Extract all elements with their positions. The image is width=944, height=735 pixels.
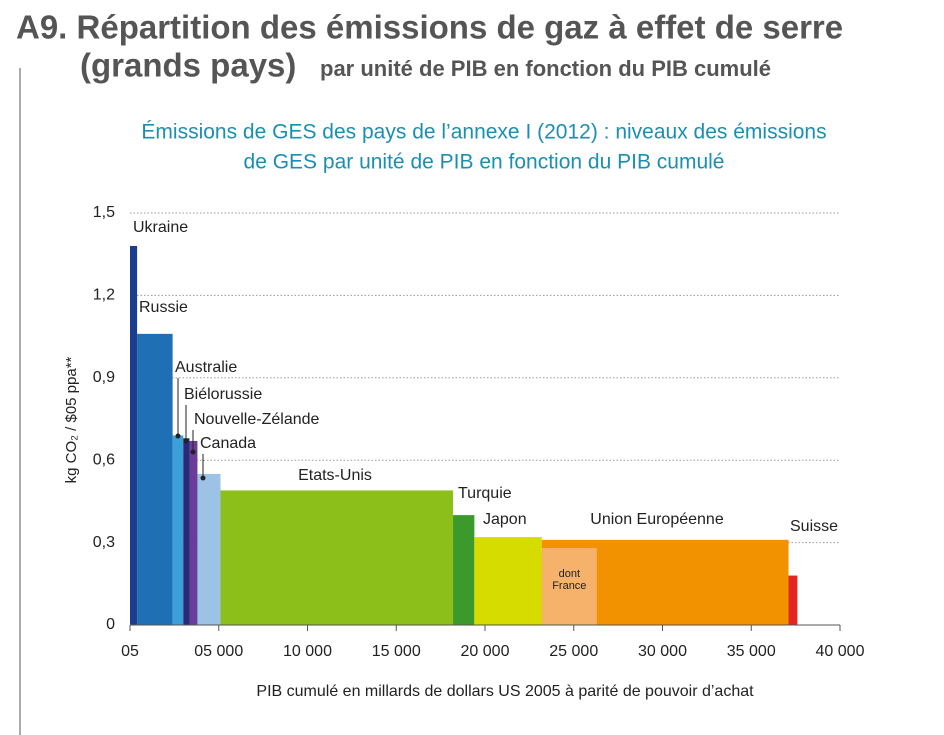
label-pointer-dot (200, 475, 206, 481)
x-tick-label: 05 (121, 643, 139, 660)
y-tick-label: 1,5 (93, 204, 115, 221)
x-tick-label: 05 000 (194, 643, 243, 660)
bar-label: Etats-Unis (298, 467, 372, 484)
inset-label: dont (559, 568, 580, 580)
bar (183, 438, 190, 625)
x-tick-label: 30 000 (638, 643, 687, 660)
bar-label: Turquie (458, 485, 512, 502)
x-tick-label: 20 000 (461, 643, 510, 660)
bar-label: Canada (200, 435, 256, 452)
bar-label: Russie (139, 299, 188, 316)
chart-title-rest: par unité de PIB en fonction du PIB cumu… (320, 56, 771, 81)
label-pointer-dot (190, 449, 196, 455)
bar (197, 473, 221, 625)
chart-title: A9. Répartition des émissions de gaz à e… (16, 9, 843, 46)
y-tick-label: 0,6 (93, 451, 115, 468)
bar-label: Ukraine (133, 219, 188, 236)
chart-title-line2: (grands pays) (80, 47, 296, 84)
x-tick-label: 25 000 (549, 643, 598, 660)
x-axis-label: PIB cumulé en millards de dollars US 200… (256, 683, 754, 700)
bar (453, 515, 475, 625)
bar-label: Biélorussie (184, 386, 262, 403)
bar (220, 490, 454, 625)
x-tick-label: 10 000 (283, 643, 332, 660)
y-tick-label: 0,3 (93, 534, 115, 551)
bar (137, 333, 173, 625)
label-pointer-dot (175, 433, 181, 439)
bar-label: Nouvelle-Zélande (194, 411, 320, 428)
bar-label: Union Européenne (590, 511, 724, 528)
bar (130, 245, 138, 625)
chart-subtitle: de GES par unité de PIB en fonction du P… (244, 151, 725, 174)
bar (189, 440, 198, 625)
x-tick-label: 40 000 (816, 643, 865, 660)
y-tick-label: 0,9 (93, 369, 115, 386)
inset-label: France (552, 580, 586, 592)
y-tick-label: 0 (106, 616, 115, 633)
x-tick-label: 15 000 (372, 643, 421, 660)
chart-subtitle: Émissions de GES des pays de l’annexe I … (141, 121, 826, 144)
label-pointer-dot (183, 438, 189, 444)
bar-label: Suisse (790, 518, 838, 535)
x-tick-label: 35 000 (727, 643, 776, 660)
bar-label: Japon (483, 511, 527, 528)
bar (172, 435, 184, 625)
bar (474, 537, 542, 625)
y-axis-label: kg CO₂ / $05 ppa** (63, 356, 80, 483)
bar (788, 575, 798, 625)
bar-label: Australie (175, 359, 237, 376)
inset-bar (541, 548, 597, 625)
y-tick-label: 1,2 (93, 287, 115, 304)
